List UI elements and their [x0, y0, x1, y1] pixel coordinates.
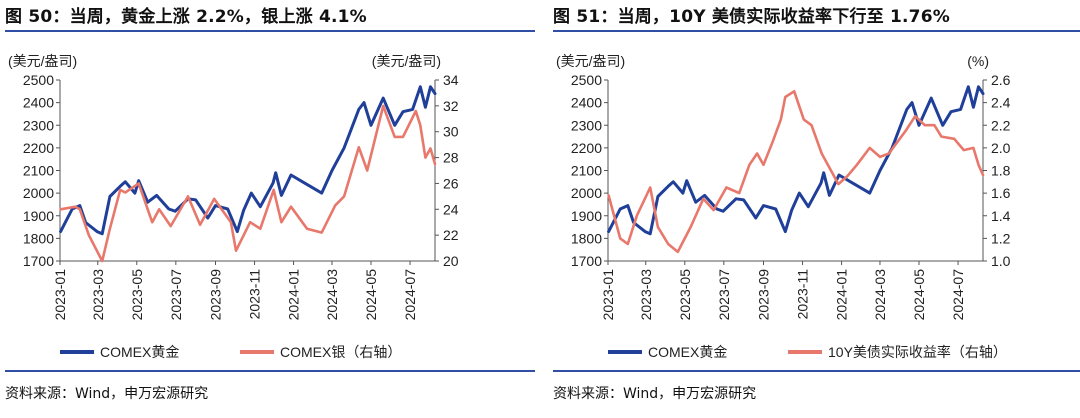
x-tick-label: 2023-01 [52, 269, 68, 321]
x-tick-label: 2023-09 [756, 269, 772, 321]
right-axis-unit: (%) [967, 53, 989, 69]
source-note: 资料来源：Wind，申万宏源研究 [553, 386, 757, 402]
left-tick-label: 1700 [571, 253, 602, 269]
x-tick-label: 2024-01 [286, 269, 302, 321]
chart-title: 图 50：当周，黄金上涨 2.2%，银上涨 4.1% [5, 7, 367, 27]
x-tick-label: 2023-05 [677, 269, 693, 321]
chart-panel-50: 图 50：当周，黄金上涨 2.2%，银上涨 4.1% (美元/盎司) (美元/盎司… [5, 0, 535, 418]
left-axis-unit: (美元/盎司) [556, 53, 625, 69]
right-tick-label: 20 [443, 253, 459, 269]
left-tick-label: 2300 [23, 117, 54, 133]
left-axis-unit: (美元/盎司) [8, 53, 77, 69]
right-tick-label: 2.0 [991, 140, 1011, 156]
right-tick-label: 32 [443, 98, 459, 114]
right-axis-unit: (美元/盎司) [372, 53, 441, 69]
x-tick-label: 2024-07 [402, 269, 418, 321]
left-tick-label: 1700 [23, 253, 54, 269]
chart-title: 图 51：当周，10Y 美债实际收益率下行至 1.76% [553, 7, 950, 27]
left-tick-label: 2100 [571, 163, 602, 179]
left-tick-label: 2400 [23, 95, 54, 111]
x-tick-label: 2023-01 [600, 269, 616, 321]
left-tick-label: 2200 [23, 140, 54, 156]
x-tick-label: 2023-11 [795, 269, 811, 320]
x-tick-label: 2023-07 [168, 269, 184, 321]
left-tick-label: 1800 [571, 230, 602, 246]
right-tick-label: 1.4 [991, 208, 1011, 224]
left-tick-label: 2400 [571, 95, 602, 111]
left-tick-label: 1900 [571, 208, 602, 224]
x-tick-label: 2023-09 [208, 269, 224, 321]
right-tick-label: 28 [443, 150, 459, 166]
x-tick-label: 2023-11 [247, 269, 263, 320]
right-tick-label: 30 [443, 124, 459, 140]
x-tick-label: 2024-05 [363, 269, 379, 321]
series-line-secondary [59, 104, 437, 263]
left-tick-label: 2100 [23, 163, 54, 179]
right-tick-label: 1.6 [991, 185, 1011, 201]
right-tick-label: 2.2 [991, 117, 1011, 133]
x-tick-label: 2024-03 [872, 269, 888, 321]
x-tick-label: 2023-07 [716, 269, 732, 321]
source-note: 资料来源：Wind，申万宏源研究 [5, 386, 209, 402]
x-tick-label: 2024-03 [324, 269, 340, 321]
x-tick-label: 2024-01 [834, 269, 850, 321]
source-rule [553, 370, 1080, 372]
right-tick-label: 1.2 [991, 230, 1011, 246]
right-tick-label: 2.4 [991, 95, 1011, 111]
left-tick-label: 2000 [571, 185, 602, 201]
legend-label: COMEX银（右轴） [280, 344, 401, 360]
x-tick-label: 2023-05 [129, 269, 145, 321]
series-line-gold [607, 85, 985, 236]
left-tick-label: 2000 [23, 185, 54, 201]
legend-label: COMEX黄金 [100, 344, 179, 360]
right-tick-label: 1.8 [991, 163, 1011, 179]
left-tick-label: 2500 [23, 72, 54, 88]
right-tick-label: 2.6 [991, 72, 1011, 88]
right-tick-label: 24 [443, 201, 459, 217]
chart-svg: (美元/盎司) (%) 2500 2400 2300 2200 2100 2000 1900 18… [556, 53, 1011, 360]
x-tick-label: 2023-03 [638, 269, 654, 321]
x-tick-label: 2024-07 [950, 269, 966, 321]
right-tick-label: 22 [443, 227, 459, 243]
source-rule [5, 370, 535, 372]
legend-label: COMEX黄金 [648, 344, 727, 360]
legend-label: 10Y美债实际收益率（右轴） [828, 344, 1007, 360]
right-tick-label: 1.0 [991, 253, 1011, 269]
chart-svg: (美元/盎司) (美元/盎司) 2500 2400 2300 2200 2100 2000 19… [8, 53, 459, 360]
left-tick-label: 2300 [571, 117, 602, 133]
series-line-gold [59, 85, 437, 236]
title-rule [5, 30, 535, 32]
series-line-secondary [607, 90, 985, 254]
title-rule [553, 30, 1080, 32]
left-tick-label: 2500 [571, 72, 602, 88]
left-tick-label: 1900 [23, 208, 54, 224]
left-tick-label: 2200 [571, 140, 602, 156]
x-tick-label: 2023-03 [90, 269, 106, 321]
right-tick-label: 26 [443, 175, 459, 191]
x-tick-label: 2024-05 [911, 269, 927, 321]
left-tick-label: 1800 [23, 230, 54, 246]
chart-panel-51: 图 51：当周，10Y 美债实际收益率下行至 1.76% (美元/盎司) (%) 2… [553, 0, 1080, 418]
right-tick-label: 34 [443, 72, 459, 88]
